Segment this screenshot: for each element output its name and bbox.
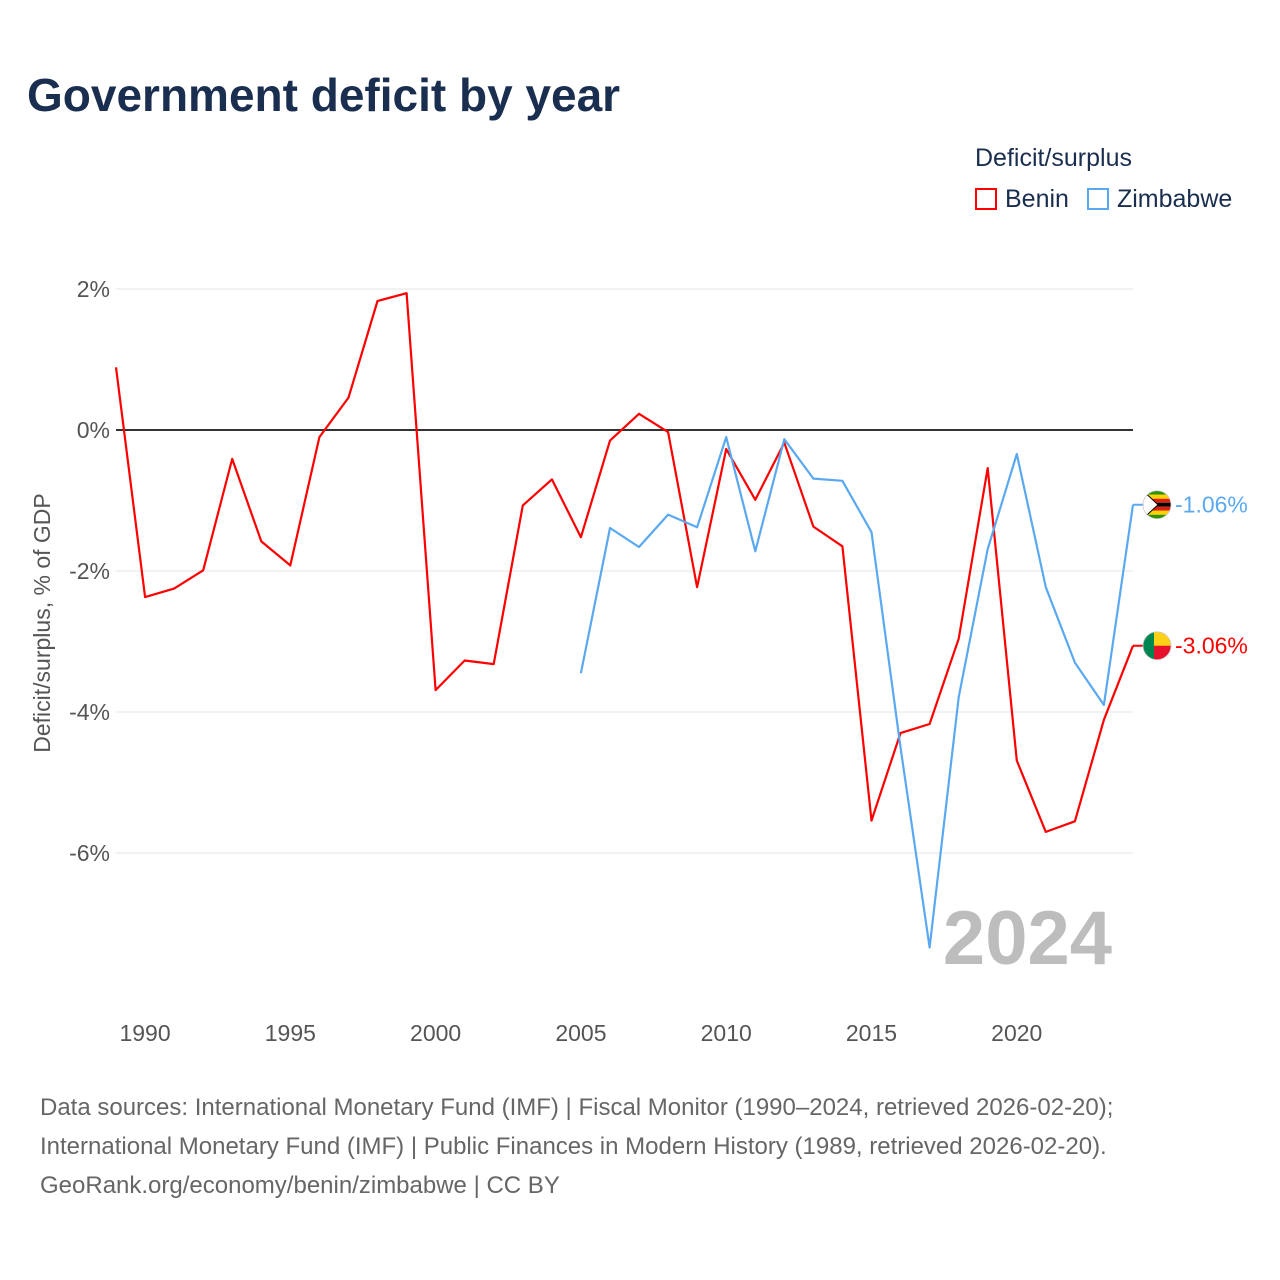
legend-item-benin[interactable]: Benin [975,185,1069,214]
end-value-label: -3.06% [1175,633,1248,659]
y-tick-label: -2% [69,558,110,584]
flag-body [1143,490,1171,519]
legend-swatch [975,188,997,210]
flag-stripe [1143,514,1171,519]
flag-stripe [1143,490,1171,495]
y-tick-label: -6% [69,840,110,866]
flag-body [1143,631,1171,660]
flag-border [1142,631,1172,661]
x-tick-label: 1995 [265,1020,316,1046]
source-line: Data sources: International Monetary Fun… [40,1094,1114,1121]
benin-flag-icon [1142,631,1172,661]
source-line: International Monetary Fund (IMF) | Publ… [40,1133,1107,1160]
flag-stripe [1143,494,1171,499]
legend-label: Zimbabwe [1116,185,1233,213]
x-tick-label: 1990 [119,1020,170,1046]
y-tick-label: 2% [77,276,110,302]
flag-green [1143,631,1154,660]
flag-border [1142,490,1172,520]
flag-stripe [1143,506,1171,511]
chart-title: Government deficit by year [27,69,621,121]
flag-stripe [1143,510,1171,515]
series-line-zimbabwe [579,436,1135,949]
x-tick-label: 2010 [701,1020,752,1046]
y-tick-label: 0% [77,417,110,443]
y-axis-label: Deficit/surplus, % of GDP [29,493,55,752]
end-value-label: -1.06% [1175,492,1248,518]
x-tick-label: 2000 [410,1020,461,1046]
legend-item-zimbabwe[interactable]: Zimbabwe [1086,185,1233,214]
y-tick-label: -4% [69,699,110,725]
year-watermark: 2024 [943,896,1112,981]
footer: Data sources: International Monetary Fun… [40,1088,1113,1205]
x-tick-label: 2005 [555,1020,606,1046]
legend-swatch [1086,188,1109,210]
zimbabwe-flag-icon [1142,490,1172,520]
legend: Deficit/surplus Benin Zimbabwe [975,144,1232,214]
legend-label: Benin [1005,185,1069,213]
x-tick-label: 2020 [991,1020,1042,1046]
flag-stripe [1143,498,1171,503]
attribution: GeoRank.org/economy/benin/zimbabwe | CC … [40,1172,560,1199]
x-tick-label: 2015 [846,1020,897,1046]
series-line-benin [114,292,1135,834]
flag-triangle [1143,490,1159,519]
legend-title: Deficit/surplus [975,144,1132,172]
